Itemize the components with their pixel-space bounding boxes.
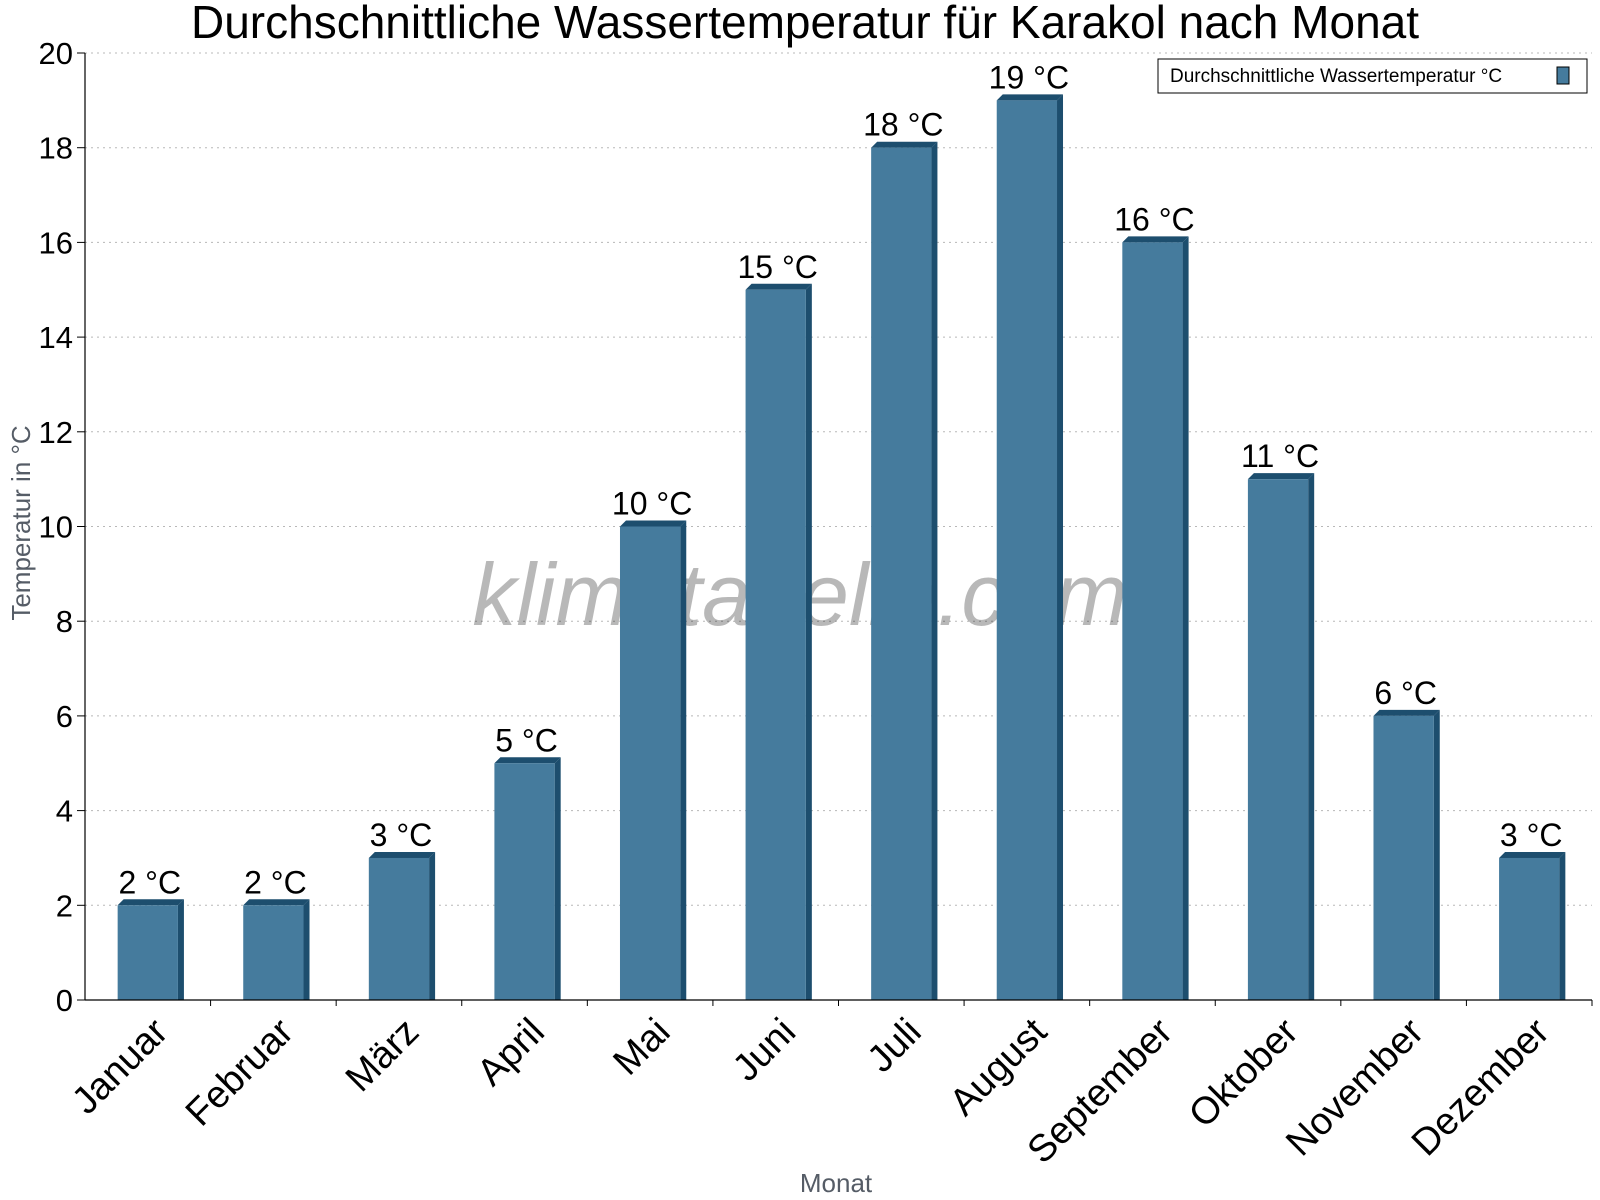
bar-side <box>429 851 436 1000</box>
bar-side <box>1433 709 1440 1000</box>
legend-label: Durchschnittliche Wassertemperatur °C <box>1170 66 1502 87</box>
bar-face <box>1373 715 1434 1000</box>
x-tick-label: Juli <box>860 1011 930 1081</box>
bar-side <box>177 899 184 1000</box>
value-label: 6 °C <box>1374 675 1437 711</box>
bar-side <box>680 520 687 1000</box>
bar <box>1373 709 1440 1000</box>
value-label: 10 °C <box>612 486 692 522</box>
legend: Durchschnittliche Wassertemperatur °C <box>1157 58 1588 94</box>
y-tick-label: 2 <box>56 888 73 923</box>
value-labels: 2 °C 2 °C 3 °C 5 °C 10 °C 15 °C 18 °C 19 °C 16 °… <box>118 59 1562 900</box>
value-label: 2 °C <box>118 864 181 900</box>
bar-top <box>1122 236 1189 243</box>
bar-face <box>243 905 304 1000</box>
bar-face <box>368 857 430 1000</box>
bar <box>368 851 436 1000</box>
bar-top <box>494 757 561 764</box>
bar <box>745 283 812 1000</box>
bar-side <box>1182 236 1189 1000</box>
grid-lines <box>85 52 1592 906</box>
x-tick-label: Dezember <box>1404 1010 1558 1164</box>
value-label: 16 °C <box>1114 201 1194 237</box>
value-label: 3 °C <box>1500 817 1563 853</box>
bar-side <box>1308 473 1315 1000</box>
bar-top <box>1247 473 1315 480</box>
value-label: 15 °C <box>738 249 818 285</box>
bar-side <box>931 141 938 1000</box>
y-tick-label: 14 <box>39 320 73 355</box>
value-label: 5 °C <box>495 722 558 758</box>
bar-face <box>117 905 178 1000</box>
value-label: 2 °C <box>244 864 307 900</box>
bar <box>871 141 938 1000</box>
bar-top <box>117 899 184 906</box>
legend-box <box>1157 58 1588 94</box>
y-tick-label: 20 <box>39 36 73 71</box>
bar <box>494 757 561 1000</box>
bar-side <box>303 899 310 1000</box>
bar-top <box>368 851 436 858</box>
bar <box>1499 851 1566 1000</box>
x-tick-label: August <box>942 1010 1056 1124</box>
y-tick-label: 6 <box>56 699 73 734</box>
y-tick-label: 10 <box>39 510 73 545</box>
x-tick-label: Januar <box>64 1010 176 1122</box>
bar-side <box>554 757 561 1000</box>
bar-side <box>805 283 812 1000</box>
bar <box>243 899 310 1000</box>
bar <box>996 94 1064 1001</box>
bar-face <box>1499 857 1560 1000</box>
bar-face <box>1247 479 1309 1000</box>
x-tick-label: April <box>469 1011 552 1094</box>
bars <box>117 94 1566 1001</box>
chart-title: Durchschnittliche Wassertemperatur für K… <box>191 0 1419 48</box>
x-tick-label: Mai <box>605 1011 678 1084</box>
value-label: 19 °C <box>989 59 1069 95</box>
bar-face <box>871 147 932 1000</box>
bar-face <box>996 100 1058 1001</box>
value-label: 18 °C <box>863 107 943 143</box>
bar-top <box>243 899 310 906</box>
bar <box>619 520 687 1000</box>
legend-swatch <box>1556 66 1570 85</box>
bar-top <box>996 94 1064 101</box>
y-tick-label: 8 <box>56 604 73 639</box>
bar-top <box>619 520 687 527</box>
y-axis-title: Temperatur in °C <box>6 425 36 620</box>
bar-top <box>745 283 812 290</box>
y-tick-label: 16 <box>39 225 73 260</box>
x-axis-ticks: Januar Februar März April Mai Juni Juli AugustS… <box>64 1000 1593 1172</box>
bar-side <box>1057 94 1064 1001</box>
bar-face <box>1122 242 1183 1000</box>
y-tick-label: 12 <box>39 415 73 450</box>
bar-top <box>871 141 938 148</box>
x-tick-label: März <box>338 1011 427 1100</box>
y-axis-ticks: 0 2 4 6 8 10 12 14 16 18 20 <box>39 36 85 1018</box>
bar-face <box>619 526 681 1000</box>
x-tick-label: Februar <box>178 1010 302 1134</box>
y-tick-label: 18 <box>39 131 73 166</box>
bar <box>117 899 184 1000</box>
bar <box>1247 473 1315 1000</box>
bar-face <box>745 289 806 1000</box>
y-tick-label: 4 <box>56 794 73 829</box>
x-tick-label: Oktober <box>1181 1010 1307 1136</box>
bar-top <box>1499 851 1566 858</box>
value-label: 3 °C <box>370 817 433 853</box>
value-label: 11 °C <box>1241 438 1319 474</box>
bar-side <box>1559 851 1566 1000</box>
axes <box>84 53 1592 1001</box>
x-tick-label: Juni <box>725 1011 804 1090</box>
bar-face <box>494 763 555 1000</box>
bar-top <box>1373 709 1440 716</box>
bar <box>1122 236 1189 1000</box>
y-tick-label: 0 <box>56 983 73 1018</box>
x-axis-title: Monat <box>800 1168 873 1198</box>
